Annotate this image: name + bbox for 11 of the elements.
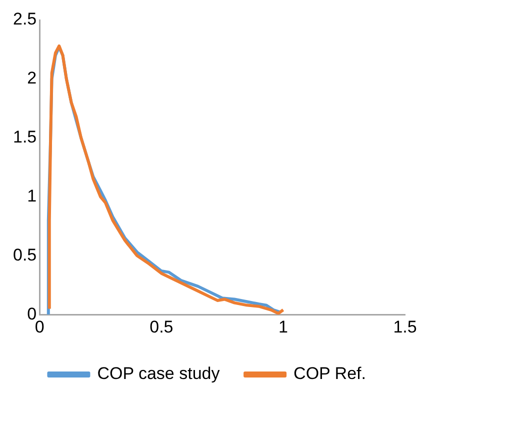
y-tick-label: 0.5 — [12, 245, 37, 264]
legend-label: COP case study — [97, 364, 220, 384]
x-tick-label: 1 — [278, 317, 288, 336]
y-tick-label: 2.5 — [12, 10, 37, 29]
y-tick-label: 1.5 — [12, 128, 37, 147]
x-tick-label: 1.5 — [393, 317, 417, 336]
legend-label: COP Ref. — [294, 364, 366, 384]
x-tick-label: 0.5 — [150, 317, 174, 336]
y-tick-label: 2 — [27, 68, 37, 88]
y-tick-label: 1 — [27, 186, 37, 206]
y-tick-label: 0 — [27, 304, 37, 324]
